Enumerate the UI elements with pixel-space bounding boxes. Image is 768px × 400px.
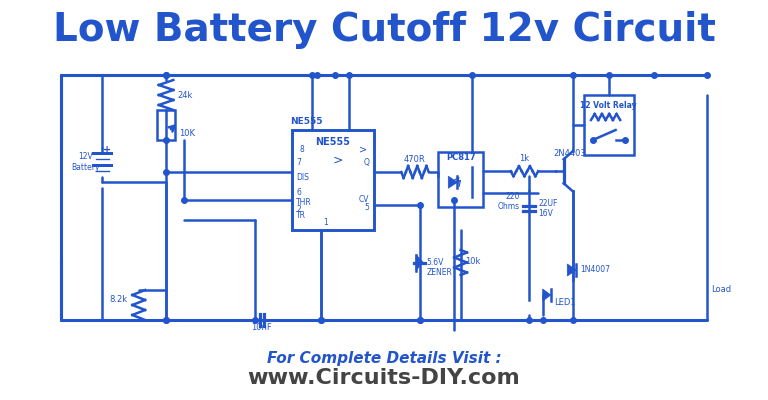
Polygon shape bbox=[543, 289, 551, 301]
Text: For Complete Details Visit :: For Complete Details Visit : bbox=[266, 350, 502, 366]
Text: 6: 6 bbox=[296, 188, 301, 197]
Text: +: + bbox=[103, 145, 111, 155]
Text: >: > bbox=[333, 154, 343, 166]
Text: 1: 1 bbox=[323, 218, 328, 227]
Text: 10k: 10k bbox=[465, 258, 481, 266]
Text: 5.6V
ZENER: 5.6V ZENER bbox=[427, 258, 452, 277]
Bar bbox=[157, 110, 175, 140]
Text: 10nF: 10nF bbox=[251, 323, 272, 332]
Text: 8: 8 bbox=[300, 145, 304, 154]
Text: THR: THR bbox=[296, 198, 313, 207]
Text: DIS: DIS bbox=[296, 173, 310, 182]
Text: >: > bbox=[359, 144, 366, 154]
Text: 22UF
16V: 22UF 16V bbox=[538, 198, 558, 218]
Text: Q: Q bbox=[363, 158, 369, 167]
Text: NE555: NE555 bbox=[290, 118, 323, 126]
Bar bbox=[292, 130, 374, 230]
Text: 24k: 24k bbox=[177, 90, 192, 100]
Text: www.Circuits-DIY.com: www.Circuits-DIY.com bbox=[247, 368, 521, 388]
Bar bbox=[438, 152, 483, 207]
Text: Low Battery Cutoff 12v Circuit: Low Battery Cutoff 12v Circuit bbox=[52, 11, 716, 49]
Text: 10K: 10K bbox=[179, 128, 195, 138]
Text: 12V
Battery: 12V Battery bbox=[71, 152, 100, 172]
Text: CV: CV bbox=[359, 195, 369, 204]
Bar bbox=[584, 95, 634, 155]
Text: 220
Ohms: 220 Ohms bbox=[498, 192, 520, 211]
Text: 8.2k: 8.2k bbox=[110, 296, 127, 304]
Text: 12 Volt Relay: 12 Volt Relay bbox=[581, 100, 637, 110]
Text: LED1: LED1 bbox=[554, 298, 576, 307]
Text: PC817: PC817 bbox=[445, 153, 475, 162]
Polygon shape bbox=[416, 254, 423, 270]
Text: TR: TR bbox=[296, 211, 306, 220]
Text: NE555: NE555 bbox=[316, 137, 350, 147]
Text: 7: 7 bbox=[296, 158, 301, 167]
Text: 2N4403: 2N4403 bbox=[554, 149, 587, 158]
Text: 1k: 1k bbox=[519, 154, 529, 163]
Text: 5: 5 bbox=[365, 203, 369, 212]
Polygon shape bbox=[568, 264, 577, 276]
Text: 470R: 470R bbox=[403, 155, 425, 164]
Polygon shape bbox=[449, 176, 458, 188]
Text: 2: 2 bbox=[296, 205, 301, 214]
Text: 1N4007: 1N4007 bbox=[580, 266, 610, 274]
Text: Load: Load bbox=[711, 286, 731, 294]
